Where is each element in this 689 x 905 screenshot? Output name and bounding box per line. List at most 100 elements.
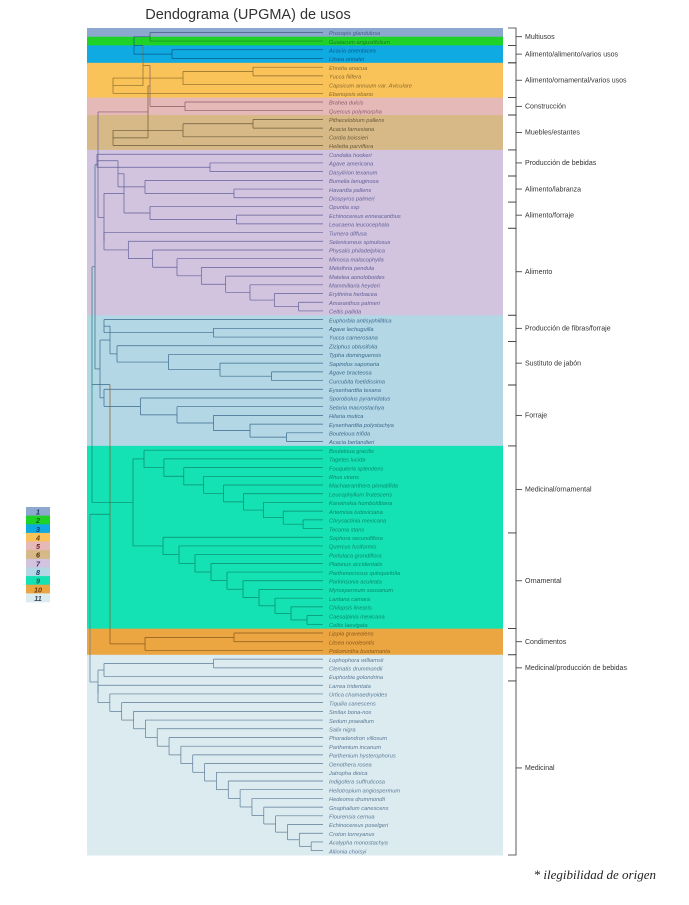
svg-text:Physalis philadelphica: Physalis philadelphica xyxy=(329,249,385,255)
svg-text:Agave lechuguilla: Agave lechuguilla xyxy=(328,327,374,333)
svg-text:Gnaphalium canescens: Gnaphalium canescens xyxy=(329,806,389,812)
svg-text:Ehretia anacua: Ehretia anacua xyxy=(329,66,367,72)
svg-text:Sporobolus pyramidatus: Sporobolus pyramidatus xyxy=(329,397,390,403)
svg-text:Dasylirion texanum: Dasylirion texanum xyxy=(329,170,378,176)
svg-text:Sustituto de jabón: Sustituto de jabón xyxy=(525,360,581,367)
svg-text:Alimento/labranza: Alimento/labranza xyxy=(525,186,581,193)
svg-text:Alimento/forraje: Alimento/forraje xyxy=(525,212,574,219)
svg-text:Fouquieria splendens: Fouquieria splendens xyxy=(329,466,384,472)
svg-text:Celtis laevigata: Celtis laevigata xyxy=(329,623,368,629)
svg-text:Lophophora williamsii: Lophophora williamsii xyxy=(329,658,384,664)
svg-text:Celtis pallida: Celtis pallida xyxy=(329,310,361,316)
svg-text:Tiquilia canescens: Tiquilia canescens xyxy=(329,701,376,707)
svg-text:Acacia berlandieri: Acacia berlandieri xyxy=(328,440,375,446)
svg-text:Machaeranthera pinnatifida: Machaeranthera pinnatifida xyxy=(329,484,398,490)
svg-text:Eysenhardtia polystachya: Eysenhardtia polystachya xyxy=(329,423,394,429)
svg-text:Lantana camara: Lantana camara xyxy=(329,597,370,603)
svg-text:Caesalpinia mexicana: Caesalpinia mexicana xyxy=(329,614,385,620)
svg-text:Agave americana: Agave americana xyxy=(328,162,373,168)
svg-text:Croton torreyanus: Croton torreyanus xyxy=(329,832,375,838)
svg-text:Parthenium incanum: Parthenium incanum xyxy=(329,745,381,751)
svg-text:Bouteloua trifida: Bouteloua trifida xyxy=(329,431,370,437)
svg-text:Ziziphus obtusifolia: Ziziphus obtusifolia xyxy=(328,344,377,350)
svg-text:Erythrina herbacea: Erythrina herbacea xyxy=(329,292,377,298)
svg-text:Prosopis glandulosa: Prosopis glandulosa xyxy=(329,31,380,37)
svg-text:Leucaena leucocephala: Leucaena leucocephala xyxy=(329,223,389,229)
svg-text:Ebenopsis ebano: Ebenopsis ebano xyxy=(329,92,373,98)
svg-text:Parkinsonia aculeata: Parkinsonia aculeata xyxy=(329,579,382,585)
svg-text:Bouteloua gracilis: Bouteloua gracilis xyxy=(329,449,374,455)
svg-text:Larrea tridentata: Larrea tridentata xyxy=(329,684,371,690)
svg-text:Echinocereus poselgeri: Echinocereus poselgeri xyxy=(329,823,389,829)
svg-text:Dendograma (UPGMA) de usos: Dendograma (UPGMA) de usos xyxy=(145,7,351,23)
svg-text:Myrospermum sousanum: Myrospermum sousanum xyxy=(329,588,393,594)
svg-text:Euphorbia golondrina: Euphorbia golondrina xyxy=(329,675,383,681)
svg-text:Havardia pallens: Havardia pallens xyxy=(329,188,372,194)
svg-text:Ornamental: Ornamental xyxy=(525,578,562,585)
svg-text:Chrysactinia mexicana: Chrysactinia mexicana xyxy=(329,519,386,525)
svg-text:Construcción: Construcción xyxy=(525,104,566,111)
svg-text:Producción de fibras/forraje: Producción de fibras/forraje xyxy=(525,326,611,333)
svg-text:Bumelia lanuginosa: Bumelia lanuginosa xyxy=(329,179,379,185)
svg-text:Guaiacum angustifolium: Guaiacum angustifolium xyxy=(329,40,390,46)
svg-text:Yucca filifera: Yucca filifera xyxy=(329,75,361,81)
svg-text:8: 8 xyxy=(36,568,40,577)
svg-text:* ilegibilidad de origen: * ilegibilidad de origen xyxy=(534,867,656,882)
svg-text:Amaranthus palmeri: Amaranthus palmeri xyxy=(328,301,381,307)
svg-text:Echinocereus enneacanthus: Echinocereus enneacanthus xyxy=(329,214,401,220)
svg-text:Medicinal/ornamental: Medicinal/ornamental xyxy=(525,487,592,494)
svg-text:Lippia graveolens: Lippia graveolens xyxy=(329,632,374,638)
svg-text:Euphorbia antisyphillitica: Euphorbia antisyphillitica xyxy=(329,318,392,324)
svg-text:Litsea novoleontis: Litsea novoleontis xyxy=(329,640,375,646)
svg-text:Artemisia ludoviciana: Artemisia ludoviciana xyxy=(328,510,383,516)
svg-text:11: 11 xyxy=(34,594,41,603)
svg-text:Karwinskia humboldtiana: Karwinskia humboldtiana xyxy=(329,501,392,507)
svg-text:Hedeoma drummondii: Hedeoma drummondii xyxy=(329,797,386,803)
svg-text:Sophora secundiflora: Sophora secundiflora xyxy=(329,536,383,542)
svg-text:Jatropha dioica: Jatropha dioica xyxy=(328,771,368,777)
svg-text:Setaria macrostachya: Setaria macrostachya xyxy=(329,405,384,411)
svg-text:Platanus occidentalis: Platanus occidentalis xyxy=(329,562,383,568)
svg-text:Producción de bebidas: Producción de bebidas xyxy=(525,160,597,167)
svg-text:Tecoma stans: Tecoma stans xyxy=(329,527,364,533)
svg-text:Sedum praealtum: Sedum praealtum xyxy=(329,719,374,725)
svg-text:Muebles/estantes: Muebles/estantes xyxy=(525,130,580,137)
svg-text:Chilopsis linearis: Chilopsis linearis xyxy=(329,606,372,612)
svg-text:Salix nigra: Salix nigra xyxy=(329,727,356,733)
svg-text:Sapindus saponaria: Sapindus saponaria xyxy=(329,362,379,368)
svg-text:Indigofera suffruticosa: Indigofera suffruticosa xyxy=(329,780,385,786)
svg-text:Litsea orinalei: Litsea orinalei xyxy=(329,57,365,63)
svg-text:Quercus polymorpha: Quercus polymorpha xyxy=(329,109,382,115)
svg-text:Medicinal: Medicinal xyxy=(525,765,555,772)
svg-text:Typha dominguensis: Typha dominguensis xyxy=(329,353,381,359)
svg-text:Tagetes lucida: Tagetes lucida xyxy=(329,458,365,464)
svg-text:Cordia boissieri: Cordia boissieri xyxy=(329,136,369,142)
svg-text:Hilaria mutica: Hilaria mutica xyxy=(329,414,363,420)
svg-text:Portulaca grandiflora: Portulaca grandiflora xyxy=(329,553,381,559)
svg-text:Heliotropium angiospermum: Heliotropium angiospermum xyxy=(329,788,400,794)
svg-text:Leucophyllum frutescens: Leucophyllum frutescens xyxy=(329,492,392,498)
svg-text:Selenicereus spinulosus: Selenicereus spinulosus xyxy=(329,240,390,246)
svg-text:Parthenocissus quinquefolia: Parthenocissus quinquefolia xyxy=(329,571,400,577)
svg-text:Capsicum annuum var. Aviculare: Capsicum annuum var. Aviculare xyxy=(329,83,412,89)
svg-text:Opuntia ssp: Opuntia ssp xyxy=(329,205,359,211)
svg-text:Poliomintha bustamanta: Poliomintha bustamanta xyxy=(329,649,390,655)
svg-text:Eysenhardtia texana: Eysenhardtia texana xyxy=(329,388,381,394)
svg-text:Clematis drummondii: Clematis drummondii xyxy=(329,667,383,673)
svg-text:Matelea aonoloboides: Matelea aonoloboides xyxy=(329,275,385,281)
svg-text:Smilax bona-nox: Smilax bona-nox xyxy=(329,710,373,716)
svg-text:Agave bracteosa: Agave bracteosa xyxy=(328,371,372,377)
svg-text:Curcubita foetidissima: Curcubita foetidissima xyxy=(329,379,385,385)
svg-text:Diospyros palmeri: Diospyros palmeri xyxy=(329,196,375,202)
svg-text:Flourensia cernua: Flourensia cernua xyxy=(329,815,375,821)
svg-text:Melothria pendula: Melothria pendula xyxy=(329,266,374,272)
svg-text:Condimentos: Condimentos xyxy=(525,639,567,646)
svg-text:Forraje: Forraje xyxy=(525,413,547,420)
svg-text:Rhus virens: Rhus virens xyxy=(329,475,359,481)
svg-text:Yucca carnerosana: Yucca carnerosana xyxy=(329,336,378,342)
svg-text:Parthenium hysterophorus: Parthenium hysterophorus xyxy=(329,754,396,760)
svg-text:Phoradendron villosum: Phoradendron villosum xyxy=(329,736,387,742)
svg-text:Alimento: Alimento xyxy=(525,269,552,276)
svg-text:Quercus fusiformis: Quercus fusiformis xyxy=(329,545,377,551)
svg-text:Allionia choisyi: Allionia choisyi xyxy=(328,849,367,855)
